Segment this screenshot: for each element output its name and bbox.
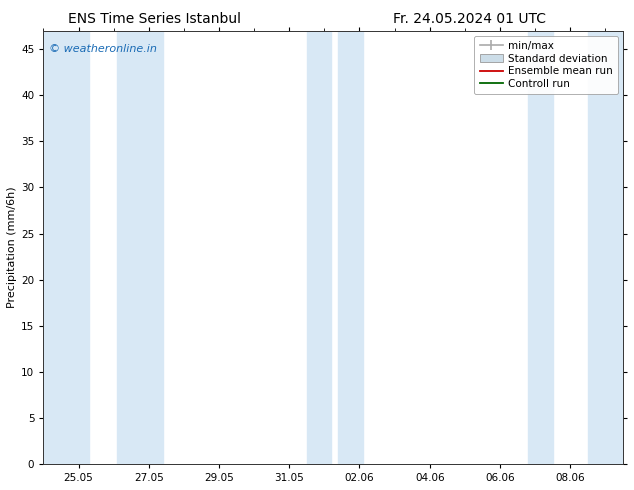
Bar (43, 31, 89, 464)
Y-axis label: Precipitation (mm/6h): Precipitation (mm/6h) (7, 187, 17, 308)
Text: ENS Time Series Istanbul: ENS Time Series Istanbul (68, 12, 241, 26)
Legend: min/max, Standard deviation, Ensemble mean run, Controll run: min/max, Standard deviation, Ensemble me… (474, 36, 618, 94)
Bar (528, 31, 553, 464)
Text: © weatheronline.in: © weatheronline.in (49, 44, 157, 54)
Bar (588, 31, 623, 464)
Bar (339, 31, 363, 464)
Bar (307, 31, 332, 464)
Text: Fr. 24.05.2024 01 UTC: Fr. 24.05.2024 01 UTC (393, 12, 546, 26)
Bar (117, 31, 163, 464)
